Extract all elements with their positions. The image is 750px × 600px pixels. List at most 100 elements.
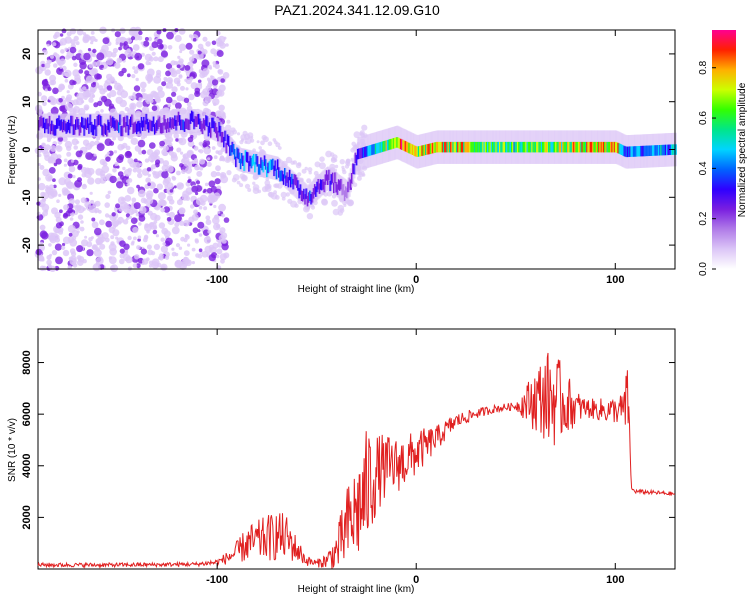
spectrogram-ridge-cell: [202, 118, 205, 129]
spectrogram-ridge-cell: [365, 146, 368, 157]
spectrogram-noise-cell: [80, 197, 87, 204]
spectrogram-noise-cell: [71, 138, 79, 146]
spectrogram-noise-cell: [91, 221, 99, 229]
spectrogram-ridge-cell: [540, 141, 543, 153]
spectrogram-ridge-cell: [407, 142, 410, 153]
spectrogram-noise-cell: [285, 156, 293, 164]
spectrogram-ridge-cell: [536, 141, 539, 153]
spectrogram-noise-cell: [191, 261, 195, 265]
spectrogram-noise-cell: [47, 191, 55, 199]
spectrogram-noise-cell: [178, 43, 187, 51]
spectrogram-noise-cell: [183, 238, 188, 243]
spectrogram-ridge-cell: [447, 141, 450, 153]
spectrogram-noise-cell: [207, 80, 212, 84]
spectrogram-ridge-cell: [92, 124, 96, 136]
spectrogram-noise-cell: [41, 192, 50, 200]
spectrogram-ridge-cell: [626, 146, 629, 158]
spectrogram-ridge-cell: [282, 174, 285, 185]
spectrogram-noise-cell: [136, 101, 143, 108]
spectrogram-noise-cell: [85, 143, 93, 150]
spectrogram-noise-cell: [201, 251, 209, 258]
spectrogram-ridge-cell: [640, 145, 643, 157]
spectrogram-ridge-cell: [367, 145, 370, 157]
spectrogram-ridge-cell: [276, 159, 280, 170]
colorbar-tick-label: 0.0: [698, 262, 709, 276]
spectrogram-noise-cell: [90, 199, 95, 204]
spectrogram-ridge-cell: [223, 136, 226, 148]
spectrogram-noise-cell: [131, 74, 136, 79]
spectrogram-noise-cell: [175, 102, 182, 110]
spectrogram-ridge-cell: [168, 121, 171, 133]
spectrogram-noise-cell: [189, 76, 194, 81]
spectrogram-ridge-cell: [51, 120, 54, 132]
spectrogram-noise-cell: [215, 254, 220, 259]
spectrogram-ridge-cell: [485, 141, 489, 153]
snr-x-tick-label: -100: [206, 574, 228, 586]
spectrogram-noise-cell: [39, 265, 46, 272]
spectrogram-ridge-cell: [430, 143, 434, 154]
spectrogram-ridge-cell: [319, 179, 323, 190]
spectrogram-noise-cell: [105, 156, 111, 162]
spectrogram-ridge-cell: [650, 145, 653, 156]
spectrogram-ridge-cell: [493, 141, 496, 153]
spectrogram-noise-cell: [133, 202, 141, 210]
spectrogram-noise-cell: [116, 181, 124, 189]
spectrogram-noise-cell: [177, 184, 182, 189]
spectrogram-ridge-cell: [144, 120, 147, 131]
spectrogram-y-tick-label: 10: [21, 96, 33, 108]
spectrogram-ridge-cell: [309, 190, 312, 202]
spectrogram-noise-cell: [124, 106, 130, 112]
spectrogram-ridge-cell: [41, 117, 44, 129]
spectrogram-ridge-cell: [662, 144, 665, 156]
spectrogram-y-ticks: -20 -10 0 10 20: [21, 48, 675, 253]
spectrogram-ridge-cell: [268, 161, 271, 172]
spectrogram-ridge-cell: [398, 138, 401, 149]
spectrogram-noise-cell: [145, 177, 151, 183]
spectrogram-noise-cell: [216, 248, 223, 255]
spectrogram-ridge-cell: [537, 141, 540, 153]
spectrogram-noise-cell: [195, 197, 204, 206]
spectrogram-ridge-cell: [502, 141, 505, 153]
spectrogram-noise-cell: [147, 173, 151, 178]
spectrogram-noise-cell: [76, 255, 82, 261]
spectrogram-noise-cell: [60, 49, 65, 54]
spectrogram-noise-cell: [171, 251, 177, 257]
spectrogram-noise-cell: [134, 209, 138, 214]
spectrogram-noise-cell: [95, 256, 104, 265]
spectrogram-ridge-cell: [426, 144, 429, 155]
spectrogram-noise-cell: [178, 28, 186, 35]
spectrogram-ridge-cell: [488, 141, 491, 153]
spectrogram-ridge-cell: [555, 141, 558, 153]
spectrogram-noise-cell: [105, 194, 111, 199]
spectrogram-ridge-cell: [274, 160, 277, 171]
spectrogram-noise-cell: [85, 92, 91, 98]
spectrogram-noise-cell: [141, 87, 146, 93]
spectrogram-noise-cell: [361, 124, 368, 131]
spectrogram-ridge-cell: [452, 141, 455, 153]
spectrogram-noise-cell: [143, 198, 148, 203]
spectrogram-ridge-cell: [631, 146, 634, 157]
spectrogram-ridge-cell: [101, 124, 104, 136]
spectrogram-ridge-cell: [423, 144, 426, 156]
spectrogram-noise-cell: [215, 150, 220, 154]
spectrogram-noise-cell: [214, 214, 218, 219]
spectrogram-cells: [34, 26, 677, 273]
spectrogram-noise-cell: [92, 245, 97, 250]
spectrogram-noise-cell: [193, 209, 199, 215]
spectrogram-noise-cell: [132, 44, 140, 51]
spectrogram-noise-cell: [84, 106, 89, 111]
spectrogram-noise-cell: [69, 28, 77, 35]
spectrogram-ridge-cell: [445, 141, 448, 153]
spectrogram-noise-cell: [58, 193, 62, 197]
spectrogram-noise-cell: [306, 178, 312, 184]
spectrogram-noise-cell: [90, 236, 94, 240]
spectrogram-noise-cell: [146, 75, 154, 83]
spectrogram-ridge-cell: [564, 141, 567, 153]
spectrogram-noise-cell: [187, 179, 191, 184]
spectrogram-ridge-cell: [305, 188, 308, 199]
spectrogram-noise-cell: [110, 265, 116, 271]
spectrogram-ridge-cell: [120, 125, 123, 137]
spectrogram-ridge-cell: [364, 146, 367, 158]
spectrogram-ridge-cell: [599, 141, 602, 153]
spectrogram-noise-cell: [180, 85, 185, 91]
